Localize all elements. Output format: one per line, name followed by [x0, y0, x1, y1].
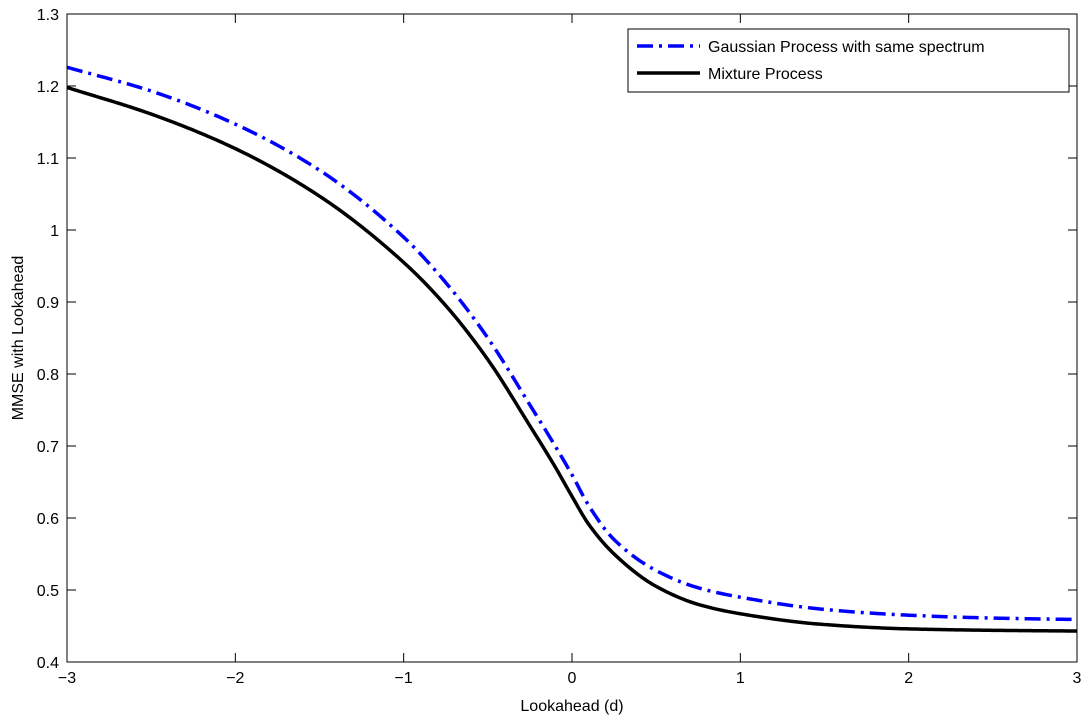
series-line-gaussian — [66, 65, 1078, 622]
legend-label: Gaussian Process with same spectrum — [708, 39, 985, 56]
y-tick-label: 0.9 — [37, 295, 59, 312]
y-tick-label: 1 — [50, 223, 59, 240]
x-tick-label: −1 — [395, 670, 413, 687]
legend-label: Mixture Process — [708, 66, 823, 83]
y-tick-label: 0.5 — [37, 583, 59, 600]
x-tick-label: 2 — [904, 670, 913, 687]
y-axis-label: MMSE with Lookahead — [10, 256, 27, 421]
x-tick-label: 3 — [1073, 670, 1082, 687]
y-tick-label: 1.2 — [37, 79, 59, 96]
y-tick-label: 1.1 — [37, 151, 59, 168]
y-tick-label: 0.7 — [37, 439, 59, 456]
x-tick-label: 1 — [736, 670, 745, 687]
series-layer — [66, 65, 1078, 633]
y-tick-label: 0.4 — [37, 655, 59, 672]
ticks-layer: −3 −2 −1 0 1 2 3 0.4 0.5 0.6 0.7 0.8 0.9 1 1.1 1.2 1.3 — [37, 7, 1082, 687]
y-tick-label: 1.3 — [37, 7, 59, 24]
plot-area — [67, 14, 1077, 662]
x-tick-label: −2 — [226, 670, 244, 687]
legend: Gaussian Process with same spectrum Mixtu… — [627, 28, 1070, 93]
y-tick-label: 0.6 — [37, 511, 59, 528]
x-axis-label: Lookahead (d) — [520, 698, 623, 715]
x-tick-label: 0 — [568, 670, 577, 687]
series-line-mixture — [66, 85, 1078, 633]
legend-box — [627, 28, 1070, 93]
x-tick-label: −3 — [58, 670, 76, 687]
y-tick-label: 0.8 — [37, 367, 59, 384]
